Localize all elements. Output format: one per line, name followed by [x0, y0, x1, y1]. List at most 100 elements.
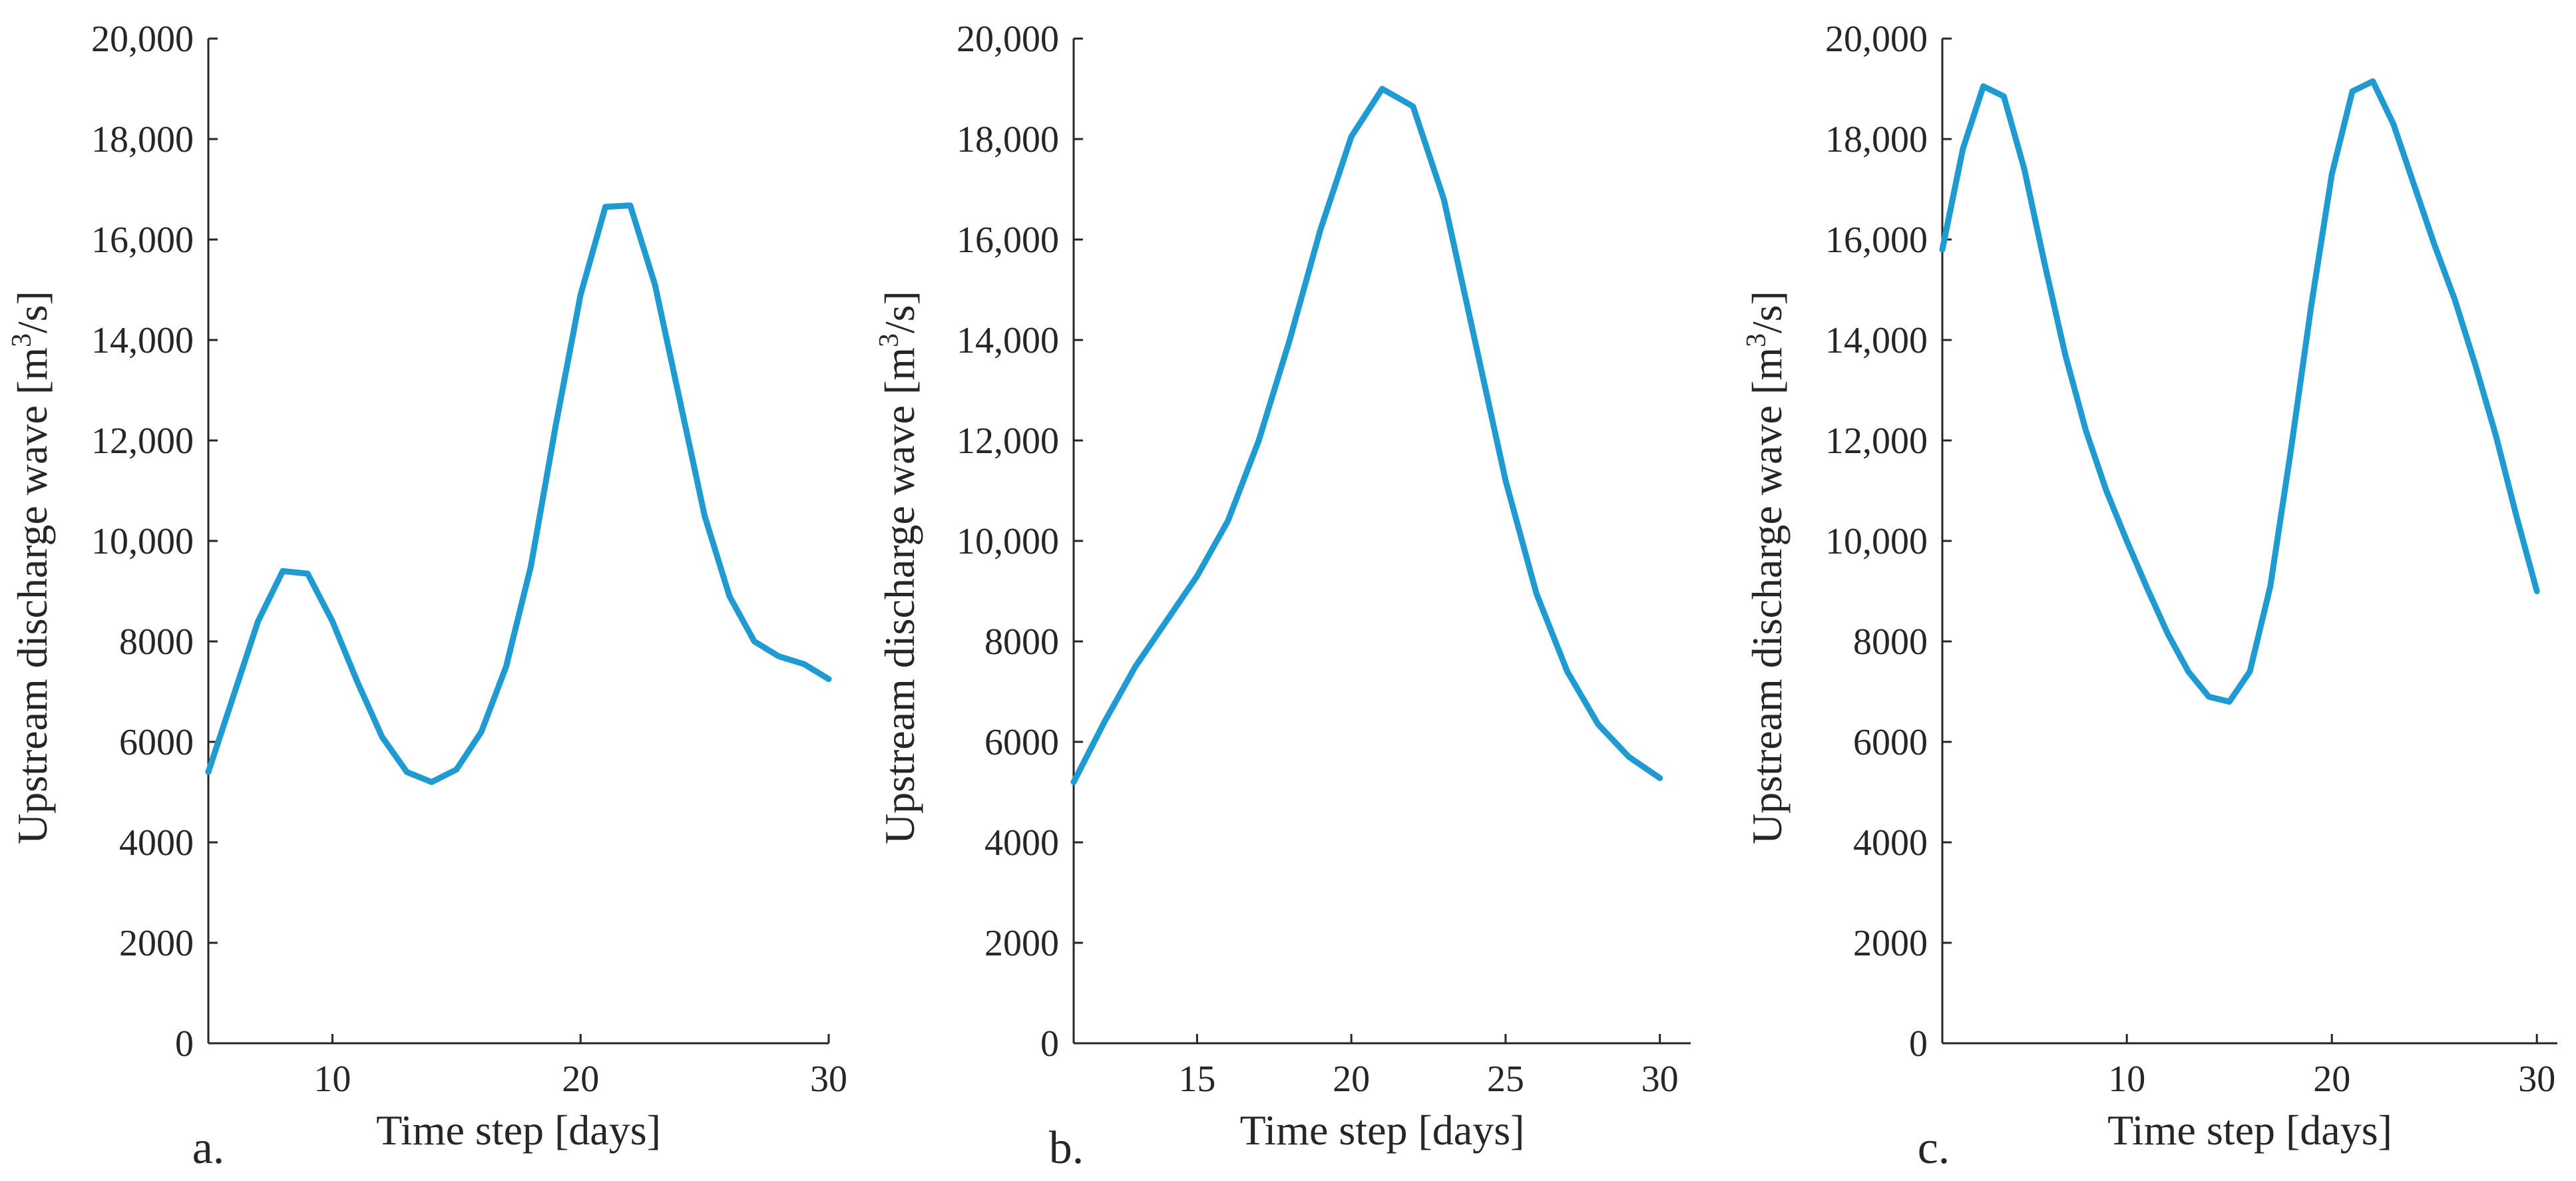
- x-axis-label: Time step [days]: [1240, 1106, 1525, 1154]
- data-point: [1962, 148, 1964, 150]
- y-tick-label: 0: [175, 1023, 194, 1065]
- y-tick-label: 12,000: [957, 421, 1059, 462]
- x-tick-label: 10: [2108, 1059, 2145, 1100]
- x-tick-label: 10: [314, 1059, 351, 1100]
- y-axis-label-main: Upstream discharge wave [m: [9, 347, 56, 844]
- x-tick-label: 20: [2313, 1059, 2350, 1100]
- y-tick-label: 6000: [984, 722, 1059, 763]
- data-point: [1289, 339, 1290, 341]
- panel-letter: c.: [1918, 1122, 1950, 1174]
- panel-c: 0 2000 4000 6000 8000 10,000 12,000 14,000 16,00…: [1741, 19, 2557, 1174]
- data-point: [753, 641, 755, 642]
- y-tick-label: 0: [1909, 1023, 1928, 1065]
- data-point: [2454, 299, 2456, 301]
- y-tick-label: 18,000: [1825, 119, 1928, 160]
- y-tick-label: 12,000: [91, 421, 194, 462]
- y-tick-label: 18,000: [91, 119, 194, 160]
- panel-a: 0 2000 4000 6000 8000 10,000 12,000 14,000 16,00…: [7, 19, 847, 1174]
- data-point: [2372, 81, 2374, 82]
- series-line-discharge: [1939, 78, 2540, 705]
- y-tick-label: 20,000: [1825, 19, 1928, 60]
- data-point: [1320, 229, 1321, 230]
- series-line-discharge: [1070, 86, 1663, 785]
- data-point: [654, 284, 656, 285]
- y-axis-label-superscript: 3: [1741, 333, 1772, 347]
- y-tick-label: 18,000: [957, 119, 1059, 160]
- y-tick-label: 10,000: [957, 521, 1059, 562]
- y-tick-label: 12,000: [1825, 421, 1928, 462]
- y-tick-label: 6000: [119, 722, 194, 763]
- data-point: [1227, 520, 1229, 522]
- x-tick-label: 25: [1487, 1059, 1524, 1100]
- y-axis-label-main: Upstream discharge wave [m: [876, 347, 923, 844]
- y-tick-label: 10,000: [91, 521, 194, 562]
- data-point: [2147, 588, 2148, 590]
- y-axis-label-superscript: 3: [7, 333, 37, 347]
- x-tick-label: 20: [562, 1059, 599, 1100]
- y-tick-label: 14,000: [1825, 320, 1928, 361]
- y-tick-label: 4000: [1853, 822, 1928, 864]
- panel-letter: a.: [192, 1122, 225, 1174]
- data-point: [505, 666, 507, 667]
- x-tick-label: 15: [1178, 1059, 1215, 1100]
- data-point: [2229, 701, 2230, 703]
- data-point: [2352, 90, 2353, 92]
- data-point: [604, 206, 606, 208]
- y-tick-label: 4000: [119, 822, 194, 864]
- y-axis-label: Upstream discharge wave [m3/s]: [874, 291, 923, 844]
- y-axis-label-tail: /s]: [9, 291, 56, 333]
- x-tick-label: 30: [810, 1059, 847, 1100]
- y-axis-label-tail: /s]: [1743, 291, 1791, 333]
- y-axis-label: Upstream discharge wave [m3/s]: [7, 291, 56, 844]
- data-point: [282, 570, 284, 572]
- data-point: [2434, 244, 2435, 246]
- data-point: [1505, 480, 1506, 481]
- y-tick-label: 20,000: [957, 19, 1059, 60]
- y-tick-label: 2000: [119, 923, 194, 964]
- y-axis-label: Upstream discharge wave [m3/s]: [1741, 291, 1791, 844]
- y-tick-label: 10,000: [1825, 521, 1928, 562]
- data-point: [1382, 88, 1383, 89]
- panel-letter: b.: [1049, 1122, 1084, 1174]
- data-point: [2105, 490, 2107, 491]
- y-tick-label: 6000: [1853, 722, 1928, 763]
- y-axis-label-superscript: 3: [874, 333, 905, 347]
- y-axis-label-tail: /s]: [876, 291, 923, 333]
- data-point: [481, 731, 482, 733]
- y-tick-label: 2000: [1853, 923, 1928, 964]
- x-axis-label: Time step [days]: [2107, 1106, 2392, 1154]
- data-point: [2495, 434, 2497, 436]
- data-point: [1135, 666, 1136, 667]
- series-line-discharge: [205, 202, 832, 785]
- data-point: [1104, 721, 1105, 723]
- x-tick-label: 20: [1333, 1059, 1370, 1100]
- data-point: [2188, 671, 2189, 672]
- data-point: [1536, 593, 1537, 594]
- y-tick-label: 20,000: [91, 19, 194, 60]
- data-point: [456, 769, 457, 770]
- data-point: [803, 663, 805, 665]
- data-point: [555, 424, 556, 426]
- y-tick-label: 8000: [984, 621, 1059, 663]
- y-tick-label: 14,000: [957, 320, 1059, 361]
- x-tick-label: 30: [2518, 1059, 2555, 1100]
- panel-b: 0 2000 4000 6000 8000 10,000 12,000 14,000 16,00…: [874, 19, 1691, 1174]
- data-point: [2024, 168, 2025, 170]
- data-point: [2167, 633, 2169, 635]
- y-axis-label-main: Upstream discharge wave [m: [1743, 347, 1791, 844]
- y-tick-label: 16,000: [91, 220, 194, 261]
- data-point: [1474, 339, 1476, 341]
- x-axis-label: Time step [days]: [376, 1106, 661, 1154]
- y-tick-label: 8000: [119, 621, 194, 663]
- x-tick-label: 30: [1641, 1059, 1679, 1100]
- y-tick-label: 14,000: [91, 320, 194, 361]
- data-point: [1351, 136, 1352, 137]
- y-tick-label: 0: [1040, 1023, 1059, 1065]
- y-tick-label: 8000: [1853, 621, 1928, 663]
- y-tick-label: 4000: [984, 822, 1059, 864]
- data-point: [729, 595, 730, 597]
- y-tick-label: 16,000: [1825, 220, 1928, 261]
- data-point: [2290, 450, 2292, 451]
- y-tick-label: 16,000: [957, 220, 1059, 261]
